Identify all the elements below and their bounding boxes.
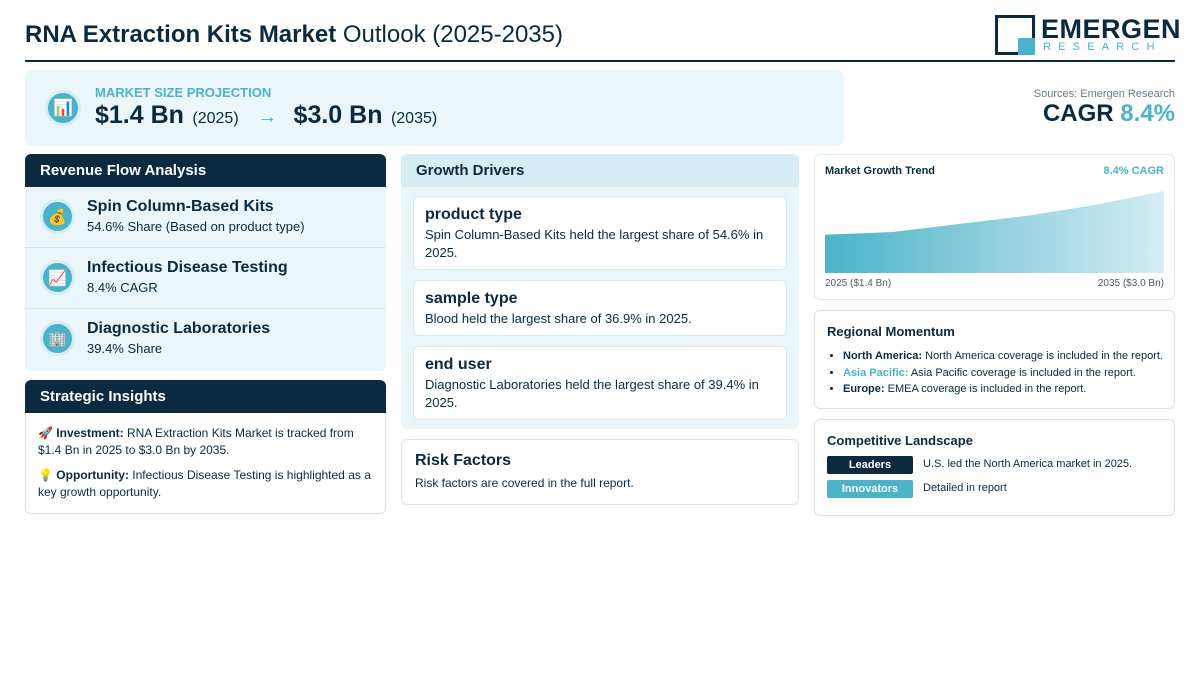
cagr-summary: CAGR 8.4% <box>1043 100 1175 128</box>
money-bag-icon: 💰 <box>40 199 75 234</box>
revenue-item-subtitle: 39.4% Share <box>87 341 163 356</box>
competitive-landscape-title: Competitive Landscape <box>827 433 973 448</box>
region-text: North America coverage is included in th… <box>922 350 1163 362</box>
strategic-insights-title: Strategic Insights <box>25 380 386 413</box>
strategic-insights-panel: Strategic Insights 🚀 Investment: RNA Ext… <box>25 380 386 514</box>
trend-cagr: 8.4% CAGR <box>1103 165 1164 177</box>
region-name: North America: <box>843 350 923 362</box>
competitive-row-text: U.S. led the North America market in 202… <box>923 458 1133 470</box>
end-value: $3.0 Bn <box>293 101 383 129</box>
revenue-item-title: Infectious Disease Testing <box>87 259 288 276</box>
region-name: Asia Pacific: <box>843 366 909 379</box>
opportunity-label: Opportunity: <box>56 468 129 482</box>
competitive-row: Innovators Detailed in report <box>827 480 1167 498</box>
cagr-label: CAGR <box>1042 100 1114 127</box>
title-rest: Outlook (2025-2035) <box>336 21 563 48</box>
title-bold: RNA Extraction Kits Market <box>25 21 337 48</box>
page-title: RNA Extraction Kits Market Outlook (2025… <box>25 21 563 49</box>
risk-factors-title: Risk Factors <box>415 452 512 469</box>
start-year: (2025) <box>192 110 239 127</box>
driver-card-text: Blood held the largest share of 36.9% in… <box>425 311 692 326</box>
growth-area-series <box>825 191 1164 273</box>
driver-card: sample type Blood held the largest share… <box>413 280 787 336</box>
growth-drivers-panel: Growth Drivers product type Spin Column-… <box>401 154 799 429</box>
region-text: Asia Pacific coverage is included in the… <box>908 366 1136 379</box>
risk-factors-text: Risk factors are covered in the full rep… <box>415 476 634 490</box>
investment-label: Investment: <box>56 426 124 440</box>
regional-momentum-panel: Regional Momentum North America: North A… <box>814 310 1175 409</box>
risk-factors-panel: Risk Factors Risk factors are covered in… <box>401 439 799 505</box>
page-header: RNA Extraction Kits Market Outlook (2025… <box>25 12 1181 62</box>
region-text: EMEA coverage is included in the report. <box>884 383 1087 395</box>
logo-mark-icon <box>995 15 1035 55</box>
projection-label: MARKET SIZE PROJECTION <box>95 85 272 100</box>
trend-end-label: 2035 ($3.0 Bn) <box>1097 278 1164 289</box>
revenue-item-title: Spin Column-Based Kits <box>87 198 274 215</box>
growth-drivers-title: Growth Drivers <box>401 154 799 187</box>
revenue-flow-panel: Revenue Flow Analysis 💰 Spin Column-Base… <box>25 154 386 371</box>
region-name: Europe: <box>843 383 885 395</box>
projection-values: $1.4 Bn (2025) → $3.0 Bn (2035) <box>95 101 437 130</box>
revenue-item: 📈 Infectious Disease Testing 8.4% CAGR <box>25 248 386 309</box>
arrow-right-icon: → <box>257 106 278 128</box>
opportunity-insight: 💡 Opportunity: Infectious Disease Testin… <box>38 467 373 501</box>
revenue-flow-title: Revenue Flow Analysis <box>25 154 386 187</box>
list-item: North America: North America coverage is… <box>843 348 1163 365</box>
sources-text: Sources: Emergen Research <box>1033 88 1175 100</box>
emergen-logo: EMERGEN RESEARCH <box>995 14 1181 56</box>
revenue-item: 💰 Spin Column-Based Kits 54.6% Share (Ba… <box>25 187 386 248</box>
trend-start-label: 2025 ($1.4 Bn) <box>825 278 892 289</box>
driver-card-title: sample type <box>425 290 518 307</box>
list-item: Europe: EMEA coverage is included in the… <box>843 381 1163 398</box>
investment-insight: 🚀 Investment: RNA Extraction Kits Market… <box>38 425 373 459</box>
competitive-landscape-panel: Competitive Landscape Leaders U.S. led t… <box>814 419 1175 516</box>
list-item: Asia Pacific: Asia Pacific coverage is i… <box>843 365 1163 382</box>
growth-trend-chart <box>825 191 1164 273</box>
trend-title: Market Growth Trend <box>825 165 936 177</box>
driver-card-text: Spin Column-Based Kits held the largest … <box>425 227 764 260</box>
light-bulb-icon: 💡 <box>38 468 53 482</box>
bar-chart-icon: 📊 <box>45 90 81 126</box>
revenue-item: 🏢 Diagnostic Laboratories 39.4% Share <box>25 309 386 370</box>
logo-subtitle: RESEARCH <box>1043 41 1162 53</box>
market-size-projection: 📊 MARKET SIZE PROJECTION $1.4 Bn (2025) … <box>25 70 844 146</box>
opportunity-text: Infectious Disease Testing is highlighte… <box>38 468 371 499</box>
rocket-icon: 🚀 <box>38 426 53 440</box>
start-value: $1.4 Bn <box>95 101 184 129</box>
driver-card-title: end user <box>425 356 492 373</box>
driver-card: product type Spin Column-Based Kits held… <box>413 196 787 270</box>
market-growth-trend-panel: Market Growth Trend 8.4% CAGR 2025 ($1.4… <box>814 154 1175 300</box>
regional-momentum-title: Regional Momentum <box>827 324 955 339</box>
logo-name: EMERGEN <box>1041 14 1182 44</box>
revenue-item-title: Diagnostic Laboratories <box>87 320 271 337</box>
competitive-row: Leaders U.S. led the North America marke… <box>827 456 1167 474</box>
driver-card: end user Diagnostic Laboratories held th… <box>413 346 787 420</box>
leaders-badge: Leaders <box>827 456 913 474</box>
cagr-value: 8.4% <box>1120 100 1175 127</box>
driver-card-title: product type <box>425 206 522 223</box>
chart-increasing-icon: 📈 <box>40 260 75 295</box>
revenue-item-subtitle: 8.4% CAGR <box>87 280 158 295</box>
revenue-item-subtitle: 54.6% Share (Based on product type) <box>87 219 305 234</box>
office-building-icon: 🏢 <box>40 321 75 356</box>
investment-text: RNA Extraction Kits Market is tracked fr… <box>38 426 354 457</box>
driver-card-text: Diagnostic Laboratories held the largest… <box>425 377 759 410</box>
end-year: (2035) <box>390 110 438 127</box>
regional-list: North America: North America coverage is… <box>843 348 1163 398</box>
competitive-row-text: Detailed in report <box>923 482 1007 494</box>
innovators-badge: Innovators <box>827 480 913 498</box>
